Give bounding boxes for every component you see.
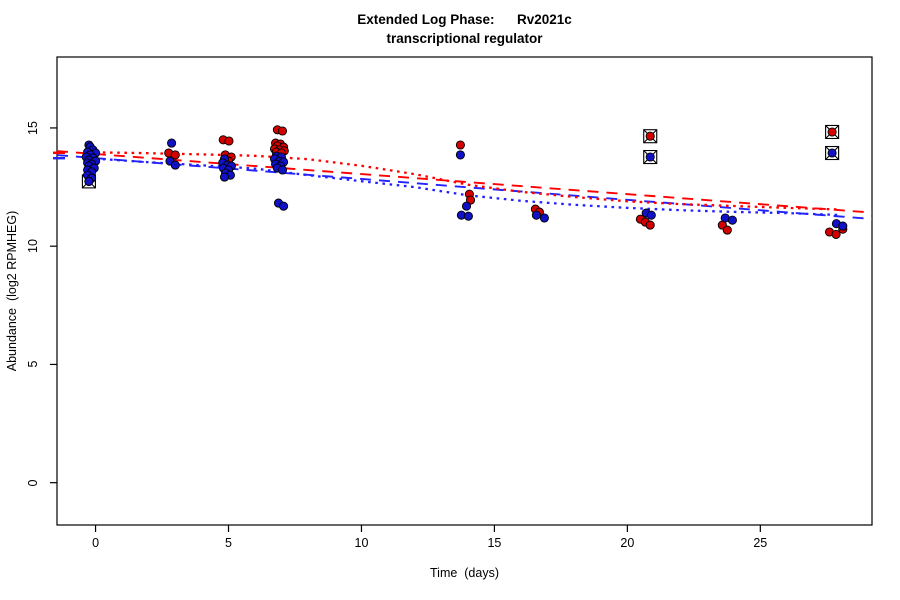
blue-data-point	[279, 201, 289, 211]
y-tick-label: 15	[26, 120, 40, 135]
x-axis-label: Time (days)	[430, 566, 499, 580]
outlier-data-point	[645, 131, 655, 141]
blue-data-point	[539, 213, 549, 223]
red-data-point	[722, 225, 732, 235]
red-data-point	[277, 126, 288, 136]
x-tick-label: 25	[753, 536, 768, 550]
chart-subtitle: transcriptional regulator	[386, 31, 543, 46]
blue-data-point	[170, 160, 180, 170]
chart-title-block: Extended Log Phase: Rv2021c transcriptio…	[57, 10, 872, 48]
blue-data-point	[461, 201, 472, 211]
x-tick-label: 10	[354, 536, 369, 550]
x-tick-label: 0	[92, 536, 100, 550]
y-tick-label: 10	[26, 239, 40, 254]
outlier-data-point	[827, 127, 837, 137]
red-data-point	[645, 220, 655, 230]
red-dotted-lowess	[95, 151, 841, 211]
blue-data-point	[838, 221, 848, 231]
blue-dashed-linear-fit	[56, 154, 873, 220]
blue-data-point	[646, 210, 656, 220]
blue-data-point	[219, 172, 230, 182]
x-tick-label: 20	[620, 536, 635, 550]
outlier-square-icon	[825, 124, 840, 140]
red-data-point	[170, 150, 180, 160]
plot-box	[56, 56, 873, 526]
x-tick-label: 15	[487, 536, 502, 550]
outlier-square-icon	[643, 149, 658, 165]
red-data-point	[224, 136, 234, 146]
red-data-point	[455, 140, 465, 150]
outlier-square-icon	[825, 145, 840, 161]
chart-title: Extended Log Phase: Rv2021c	[357, 12, 572, 27]
y-tick-label: 5	[26, 360, 40, 368]
blue-data-point	[167, 138, 177, 148]
blue-data-point	[463, 211, 473, 221]
blue-data-point	[531, 210, 541, 220]
y-axis-label: Abundance (log2 RPMHEG)	[5, 210, 19, 372]
red-data-point	[831, 229, 841, 239]
blue-data-point	[727, 215, 737, 225]
outlier-square-icon	[643, 129, 658, 144]
blue-data-point	[455, 150, 465, 160]
y-tick-label: 0	[26, 479, 40, 487]
outlier-data-point	[84, 176, 94, 186]
x-tick-label: 5	[225, 536, 232, 550]
outlier-data-point	[827, 148, 837, 158]
outlier-data-point	[645, 152, 655, 162]
red-dashed-linear-fit	[56, 150, 873, 214]
blue-data-point	[277, 165, 288, 175]
